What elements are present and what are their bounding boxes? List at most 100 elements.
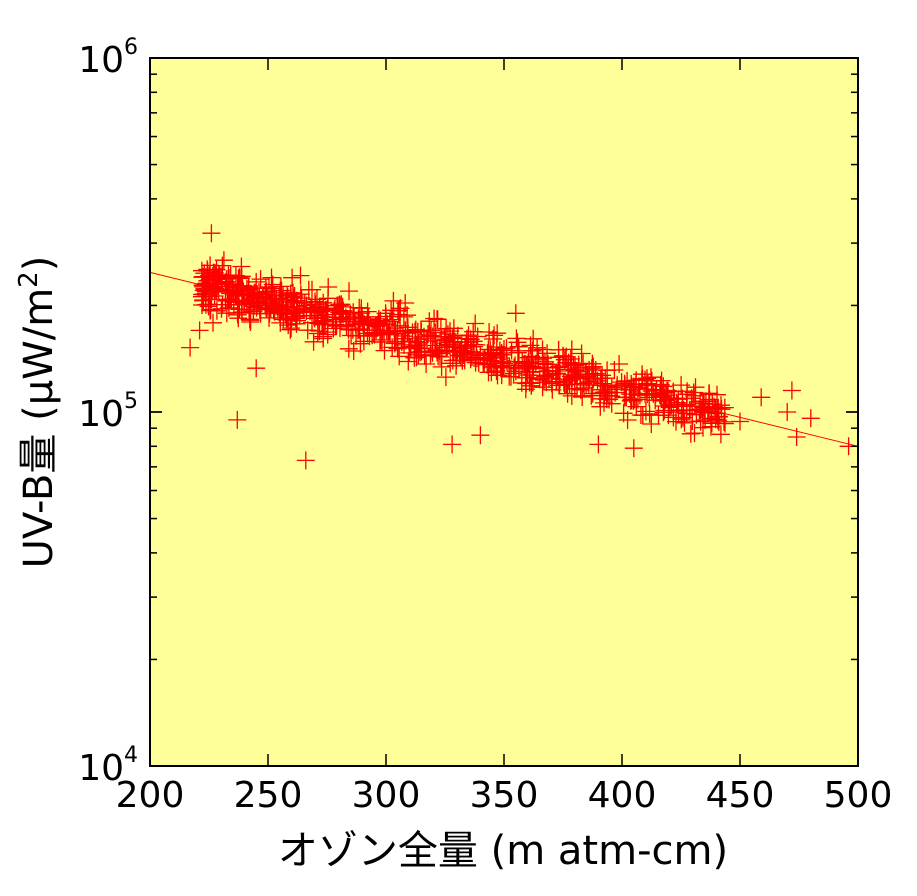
data-point	[680, 401, 699, 420]
data-point	[417, 355, 436, 373]
data-point	[458, 329, 476, 348]
data-point	[485, 326, 504, 345]
data-point	[383, 338, 402, 357]
data-point	[391, 299, 410, 318]
data-point	[190, 321, 209, 340]
data-point	[247, 272, 266, 291]
data-point	[241, 313, 260, 331]
data-point	[202, 290, 221, 309]
data-point	[314, 300, 333, 319]
data-point	[411, 321, 430, 340]
data-point	[702, 414, 721, 433]
data-point	[284, 283, 302, 302]
data-point	[685, 424, 704, 443]
data-point	[778, 403, 797, 421]
data-point	[642, 415, 661, 433]
data-point	[709, 407, 728, 426]
data-point	[538, 344, 557, 363]
x-tick-label: 200	[116, 775, 185, 816]
data-point	[445, 333, 464, 352]
data-point	[304, 332, 323, 351]
data-point	[480, 323, 499, 341]
data-point	[752, 388, 771, 407]
data-point	[691, 412, 710, 431]
data-point	[384, 291, 403, 310]
data-point	[388, 301, 407, 320]
y-axis-title: UV-B量 (μW/m2)	[14, 256, 62, 569]
data-point	[194, 267, 212, 286]
data-point	[398, 306, 417, 325]
data-point	[201, 270, 219, 289]
data-point	[534, 371, 553, 390]
data-point	[222, 275, 241, 294]
data-point	[358, 313, 377, 331]
data-point	[468, 327, 487, 346]
data-point	[226, 266, 245, 285]
data-point	[233, 276, 252, 295]
plot-frame	[149, 57, 859, 767]
y-tick-label: 105	[78, 389, 138, 435]
data-point	[627, 371, 646, 390]
data-point	[219, 291, 238, 310]
data-point	[801, 409, 820, 428]
data-point	[277, 310, 296, 329]
data-point	[533, 340, 552, 359]
data-point	[287, 291, 306, 310]
data-point	[678, 382, 697, 401]
data-point	[258, 299, 276, 318]
data-point	[575, 379, 593, 397]
data-point	[204, 313, 222, 332]
data-point	[649, 406, 668, 425]
data-point	[549, 340, 568, 359]
data-point	[251, 270, 270, 289]
data-point	[318, 323, 337, 342]
x-tick-label: 350	[470, 775, 539, 816]
data-point	[283, 268, 302, 287]
data-point	[261, 283, 280, 302]
data-point	[398, 318, 417, 337]
data-point	[578, 367, 597, 386]
data-point	[339, 339, 358, 358]
data-point	[441, 354, 460, 373]
data-point	[602, 394, 621, 413]
data-point	[495, 340, 513, 358]
data-point	[351, 334, 370, 353]
data-point	[355, 315, 374, 334]
data-point	[628, 390, 647, 409]
data-point	[482, 345, 500, 364]
x-tick-label: 400	[588, 775, 657, 816]
data-point	[411, 339, 430, 358]
data-point	[195, 279, 214, 298]
data-point	[484, 330, 502, 348]
data-point	[500, 358, 519, 377]
data-point	[340, 282, 358, 301]
data-point	[247, 359, 266, 378]
data-point	[371, 330, 390, 349]
data-point	[675, 413, 694, 432]
data-point	[428, 343, 447, 362]
data-point	[303, 313, 321, 332]
y-tick-label: 104	[78, 743, 138, 789]
data-point	[319, 289, 337, 308]
data-point	[291, 266, 310, 285]
data-point	[633, 406, 652, 425]
data-point	[636, 402, 655, 421]
data-point	[558, 384, 577, 403]
data-point	[298, 321, 317, 340]
data-point	[333, 302, 352, 321]
data-point	[194, 291, 213, 309]
data-point	[323, 310, 342, 329]
data-point	[370, 315, 389, 334]
data-point	[406, 332, 425, 351]
data-point	[598, 361, 617, 380]
data-point	[516, 380, 535, 399]
data-point	[423, 343, 442, 362]
data-point	[391, 316, 410, 335]
data-point	[519, 348, 538, 367]
data-point	[669, 403, 688, 421]
data-point	[399, 352, 418, 371]
data-point	[396, 294, 415, 312]
data-point	[572, 344, 591, 363]
data-point	[618, 411, 637, 429]
data-point	[652, 371, 671, 390]
